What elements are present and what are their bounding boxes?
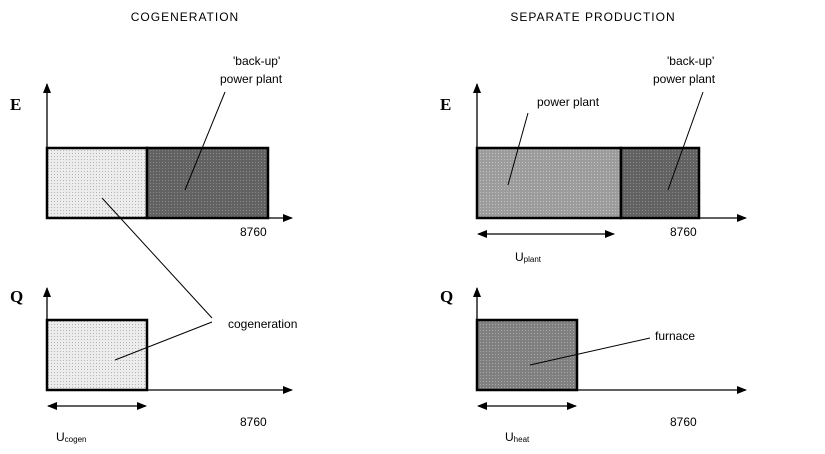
cogen-block [45, 318, 149, 392]
leader [507, 112, 529, 186]
label: 'back-up' [667, 54, 714, 68]
label: cogeneration [228, 317, 297, 331]
label: power plant [220, 72, 283, 86]
axis-label: E [440, 95, 451, 114]
label: 8760 [240, 225, 267, 239]
label: 8760 [670, 225, 697, 239]
title: COGENERATION [131, 10, 239, 24]
label: Uplant [515, 250, 542, 264]
title: SEPARATE PRODUCTION [510, 10, 675, 24]
label: power plant [653, 72, 716, 86]
label: 8760 [670, 415, 697, 429]
label: furnace [655, 329, 695, 343]
axis-label: E [10, 95, 21, 114]
label: Uheat [505, 430, 530, 444]
backup-block [145, 146, 270, 220]
leader [101, 197, 213, 319]
backup-block [619, 146, 701, 220]
leader [667, 91, 704, 191]
axis-label: Q [440, 287, 453, 306]
cogen-block [45, 146, 149, 220]
label: power plant [537, 95, 600, 109]
furnace-block [475, 318, 579, 392]
leader [114, 321, 213, 361]
leader [529, 337, 651, 366]
label: 'back-up' [233, 54, 280, 68]
leader [184, 91, 226, 191]
label: Ucogen [56, 430, 86, 444]
axis-label: Q [10, 287, 23, 306]
plant-block [475, 146, 623, 220]
label: 8760 [240, 415, 267, 429]
